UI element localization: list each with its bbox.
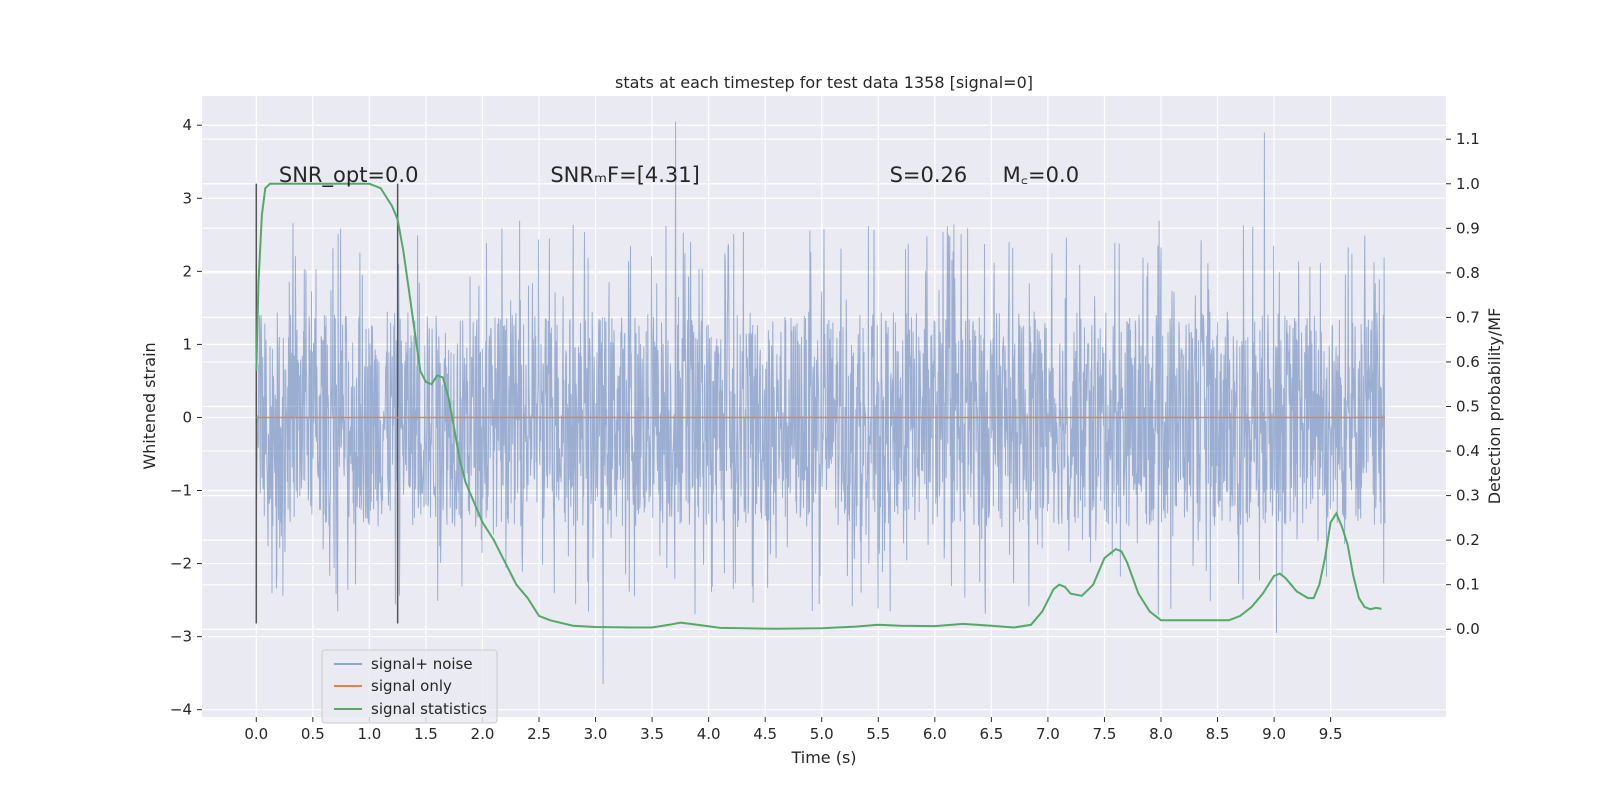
annotation-label: SNR_opt=0.0 (279, 163, 419, 188)
y2-tick-label: 1.0 (1456, 175, 1480, 193)
y2-tick-label: 0.1 (1456, 576, 1480, 594)
y-tick-label: 0 (182, 408, 192, 426)
annotation-label: SNRₘF=[4.31] (550, 163, 700, 187)
chart-title: stats at each timestep for test data 135… (615, 73, 1033, 92)
x-tick-label: 7.5 (1093, 725, 1117, 743)
y2-tick-label: 0.3 (1456, 487, 1480, 505)
y-tick-label: 2 (182, 262, 192, 280)
y2-axis-label: Detection probability/MF (1485, 308, 1504, 505)
x-tick-label: 5.0 (810, 725, 834, 743)
x-tick-label: 3.0 (584, 725, 608, 743)
y2-tick-label: 1.1 (1456, 130, 1480, 148)
y2-tick-label: 0.4 (1456, 442, 1480, 460)
x-tick-label: 5.5 (866, 725, 890, 743)
x-tick-label: 0.5 (301, 725, 325, 743)
x-tick-label: 1.0 (357, 725, 381, 743)
x-tick-label: 6.5 (979, 725, 1003, 743)
legend: signal+ noise signal only signal statist… (321, 649, 498, 724)
horizontal-gridlines (202, 124, 1446, 711)
x-tick-label: 4.0 (697, 725, 721, 743)
x-tick-label: 6.0 (923, 725, 947, 743)
y2-tick-label: 0.8 (1456, 264, 1480, 282)
y2-tick-label: 0.2 (1456, 531, 1480, 549)
x-tick-label: 1.5 (414, 725, 438, 743)
y2-tick-label: 0.5 (1456, 398, 1480, 416)
legend-box (321, 649, 498, 724)
annotation-label: M꜀=0.0 (1003, 163, 1079, 187)
x-axis-label: Time (s) (790, 748, 856, 767)
y-tick-label: 1 (182, 335, 192, 353)
y-tick-label: −3 (170, 628, 192, 646)
y2-tick-label: 0.6 (1456, 353, 1480, 371)
x-tick-label: 0.0 (244, 725, 268, 743)
boundary-lines (255, 183, 399, 624)
x-tick-label: 9.5 (1319, 725, 1343, 743)
y-tick-label: −4 (170, 701, 192, 719)
annotations: SNR_opt=0.0 SNRₘF=[4.31] S=0.26 M꜀=0.0 (279, 163, 1079, 188)
y2-tick-label: 0.0 (1456, 620, 1480, 638)
y-tick-label: −1 (170, 482, 192, 500)
x-tick-label: 4.5 (753, 725, 777, 743)
annotation-label: S=0.26 (890, 163, 968, 187)
x-tick-label: 3.5 (640, 725, 664, 743)
x-tick-label: 2.0 (471, 725, 495, 743)
x-tick-label: 8.5 (1206, 725, 1230, 743)
legend-label-signal-statistics: signal statistics (371, 700, 487, 718)
y2-tick-label: 0.9 (1456, 219, 1480, 237)
y2-tick-label: 0.7 (1456, 308, 1480, 326)
x-tick-label: 7.0 (1036, 725, 1060, 743)
x-tick-label: 2.5 (527, 725, 551, 743)
y-axis-label: Whitened strain (140, 342, 159, 469)
signal-statistics-line (255, 182, 1382, 630)
y-tick-label: −2 (170, 555, 192, 573)
legend-label-signal-only: signal only (371, 677, 452, 695)
noise-trace (255, 121, 1386, 685)
y-tick-label: 4 (182, 116, 192, 134)
y2-tick-labels: 0.0 0.1 0.2 0.3 0.4 0.5 0.6 0.7 0.8 0.9 1.0 1.1 (1446, 130, 1480, 638)
signal-statistics-series (255, 182, 1382, 630)
x-tick-label: 9.0 (1262, 725, 1286, 743)
legend-label-noise: signal+ noise (371, 655, 473, 673)
noise-series (255, 121, 1386, 685)
y-tick-label: 3 (182, 189, 192, 207)
x-tick-labels: 0.0 0.5 1.0 1.5 2.0 2.5 3.0 3.5 4.0 4.5 5.0 5.5 6.0 6… (244, 717, 1343, 743)
y-tick-labels: −4 −3 −2 −1 0 1 2 3 4 (170, 116, 202, 719)
x-tick-label: 8.0 (1149, 725, 1173, 743)
